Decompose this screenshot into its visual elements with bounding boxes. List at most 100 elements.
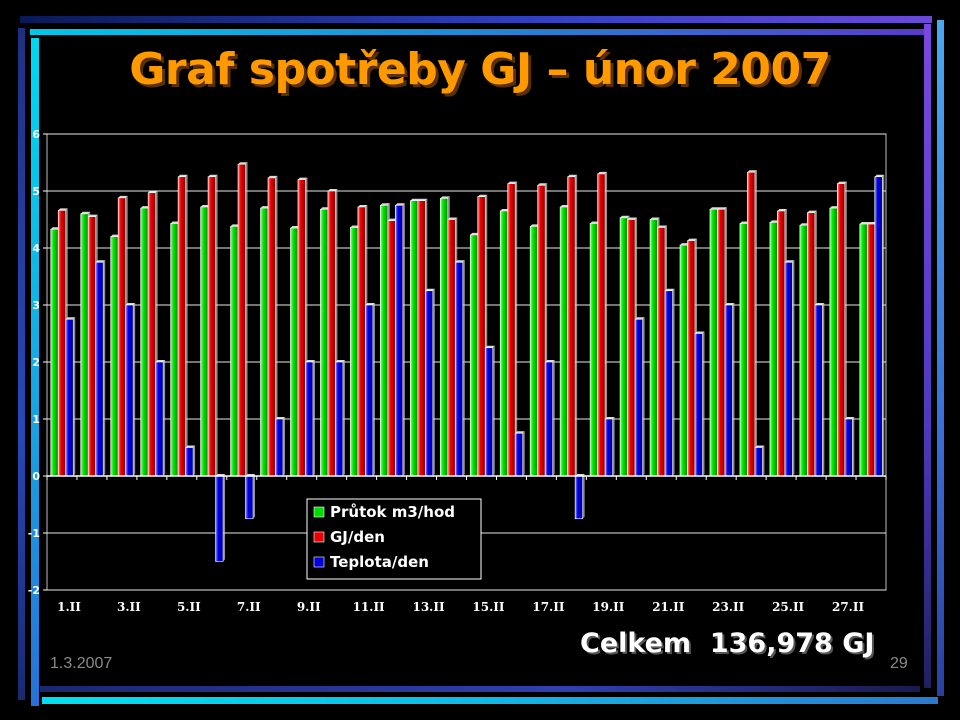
- bar-gj-top: [148, 190, 158, 193]
- bar-temp-top: [784, 260, 795, 263]
- bar-flow-top: [829, 206, 840, 209]
- bar-temp-body: [724, 304, 733, 477]
- bar-temp-body: [335, 361, 344, 477]
- bar-temp-side: [522, 431, 525, 476]
- bar-temp: [694, 331, 705, 477]
- bar-temp-top: [395, 203, 405, 206]
- footer-page-number: 29: [890, 655, 908, 672]
- x-tick-label: 15.II: [472, 600, 504, 614]
- bar-temp: [514, 431, 525, 477]
- bar-temp-body: [215, 475, 224, 562]
- slide-title: Graf spotřeby GJ – únor 2007: [129, 44, 831, 95]
- bar-flow-top: [530, 224, 540, 227]
- bar-temp-top: [694, 331, 705, 334]
- bar-temp-side: [852, 417, 855, 476]
- bar-flow-body: [859, 223, 868, 477]
- bar-gj-top: [417, 198, 428, 201]
- x-tick-label: 9.II: [297, 600, 321, 614]
- bar-temp: [425, 288, 435, 477]
- bar-gj: [177, 174, 188, 477]
- bar-flow-body: [410, 200, 419, 477]
- bar-temp: [724, 303, 735, 477]
- bar-temp-top: [545, 360, 555, 362]
- bar-gj: [507, 181, 518, 477]
- bar-flow-body: [829, 207, 838, 477]
- y-tick-label: -1: [28, 527, 40, 540]
- bar-gj-side: [754, 170, 757, 476]
- bar-flow-body: [350, 227, 359, 477]
- bar-gj-side: [215, 174, 218, 476]
- bar-gj-body: [687, 240, 696, 477]
- bar-flow-top: [500, 208, 510, 211]
- bar-temp-top: [125, 303, 136, 305]
- bar-gj-body: [207, 176, 216, 477]
- bar-gj-body: [447, 219, 456, 477]
- bar-flow-body: [709, 208, 718, 477]
- frame-top-outer-bar: [20, 16, 932, 23]
- bar-temp: [95, 260, 106, 477]
- bar-flow-top: [410, 198, 420, 201]
- bar-flow-top: [140, 206, 151, 209]
- bar-gj-body: [627, 219, 636, 477]
- bar-temp-body: [425, 290, 434, 477]
- bar-flow-body: [679, 244, 688, 477]
- bar-temp-side: [792, 260, 795, 476]
- bar-gj-body: [147, 192, 156, 477]
- bar-temp-top: [275, 417, 285, 419]
- bar-temp-body: [544, 361, 553, 477]
- bar-flow-top: [709, 207, 720, 210]
- bar-gj-top: [627, 217, 638, 220]
- frame-left-inner-bar: [31, 38, 39, 706]
- bar-temp: [365, 303, 375, 477]
- bar-temp-body: [514, 432, 523, 477]
- bar-temp-side: [762, 445, 765, 476]
- bar-temp-side: [822, 303, 825, 476]
- bar-temp-body: [574, 475, 583, 520]
- bar-gj-body: [267, 177, 276, 477]
- bar-gj-top: [357, 204, 368, 207]
- frame-bottom-inner-bar: [42, 697, 938, 704]
- bar-temp-side: [103, 260, 106, 476]
- bar-temp-top: [335, 360, 345, 362]
- bar-flow-top: [260, 206, 270, 209]
- bar-temp-body: [305, 361, 314, 477]
- bar-gj-body: [477, 196, 486, 477]
- bar-gj: [267, 175, 278, 477]
- bar-temp: [544, 360, 555, 477]
- bar-temp: [275, 417, 285, 477]
- bar-gj-body: [177, 176, 186, 477]
- y-tick-label: 5: [32, 185, 40, 198]
- bar-gj-top: [327, 189, 338, 191]
- bar-temp-side: [612, 417, 615, 476]
- bar-temp-side: [732, 303, 735, 476]
- bar-temp-side: [73, 317, 76, 476]
- bar-temp: [874, 174, 885, 477]
- bar-temp-side: [642, 317, 645, 476]
- bar-gj-body: [87, 216, 96, 477]
- x-tick-label: 27.II: [832, 600, 864, 614]
- bar-temp-side: [223, 474, 226, 562]
- bar-flow-body: [380, 204, 389, 477]
- bar-temp-side: [582, 474, 585, 519]
- bar-temp: [65, 317, 76, 477]
- bar-gj-top: [208, 174, 218, 177]
- bar-gj-side: [275, 175, 278, 476]
- frame-right-outer-bar: [924, 24, 931, 688]
- bar-gj-top: [178, 174, 188, 177]
- bar-temp-body: [694, 333, 703, 477]
- bar-flow-body: [110, 236, 119, 477]
- bar-flow-body: [499, 210, 508, 477]
- legend-label: Průtok m3/hod: [330, 503, 455, 521]
- bar-flow-top: [859, 222, 870, 225]
- bar-temp-top: [155, 360, 166, 362]
- bar-flow-body: [739, 223, 748, 477]
- bar-gj-body: [357, 206, 366, 477]
- bar-flow-body: [619, 217, 628, 477]
- bar-temp-top: [305, 360, 315, 362]
- bar-gj-top: [387, 218, 398, 221]
- bar-temp: [784, 260, 795, 477]
- bar-gj-body: [866, 223, 876, 477]
- bar-gj-top: [687, 238, 697, 241]
- chart-legend: [306, 498, 482, 580]
- x-tick-label: 7.II: [237, 600, 261, 614]
